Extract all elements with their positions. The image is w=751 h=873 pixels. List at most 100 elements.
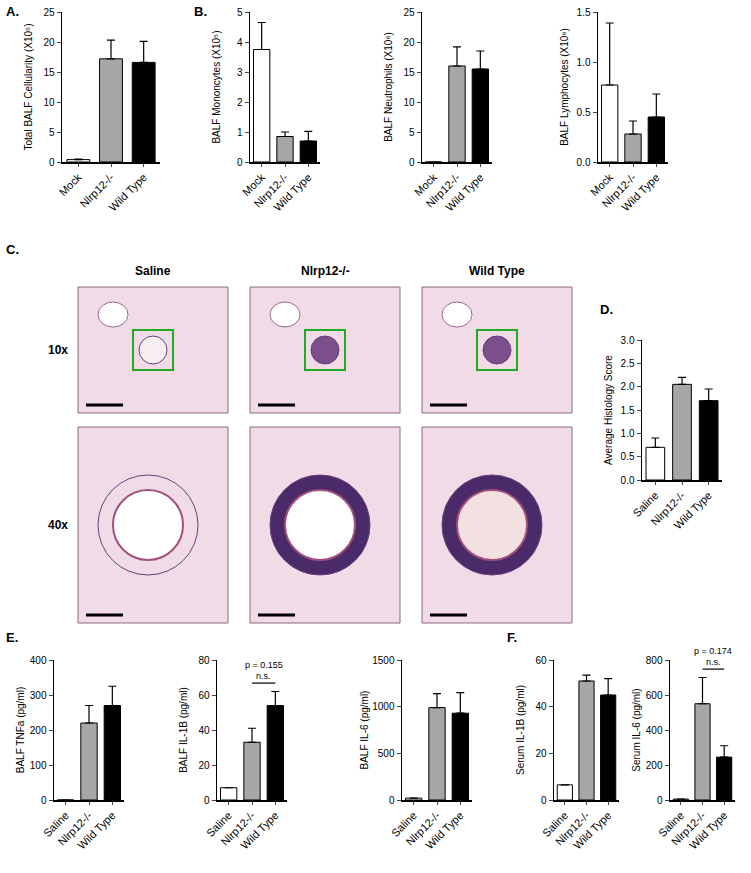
svg-text:0: 0 bbox=[204, 795, 210, 806]
svg-text:400: 400 bbox=[30, 655, 47, 666]
svg-text:1.0: 1.0 bbox=[621, 428, 635, 439]
svg-text:Wild Type: Wild Type bbox=[619, 171, 661, 213]
svg-text:2: 2 bbox=[237, 97, 243, 108]
svg-text:p = 0.155: p = 0.155 bbox=[245, 660, 283, 670]
svg-text:Nlrp12-/-: Nlrp12-/- bbox=[78, 171, 117, 210]
svg-text:0: 0 bbox=[389, 795, 395, 806]
svg-text:500: 500 bbox=[378, 748, 395, 759]
svg-text:60: 60 bbox=[198, 690, 210, 701]
svg-text:0.0: 0.0 bbox=[577, 157, 591, 168]
svg-text:0: 0 bbox=[409, 157, 415, 168]
svg-text:1.5: 1.5 bbox=[577, 7, 591, 18]
svg-text:20: 20 bbox=[43, 37, 55, 48]
svg-text:E.: E. bbox=[6, 630, 18, 645]
svg-text:Saline: Saline bbox=[631, 489, 661, 519]
svg-text:80: 80 bbox=[198, 655, 210, 666]
svg-text:200: 200 bbox=[646, 760, 663, 771]
svg-text:Wild Type: Wild Type bbox=[271, 171, 313, 213]
svg-text:5: 5 bbox=[409, 127, 415, 138]
svg-text:Wild Type: Wild Type bbox=[75, 809, 117, 851]
svg-text:3.0: 3.0 bbox=[621, 335, 635, 346]
svg-text:A.: A. bbox=[6, 4, 19, 19]
svg-text:Mock: Mock bbox=[240, 171, 267, 198]
svg-text:Serum IL-1B (pg/ml): Serum IL-1B (pg/ml) bbox=[515, 685, 526, 775]
svg-text:0: 0 bbox=[49, 157, 55, 168]
svg-text:3: 3 bbox=[237, 67, 243, 78]
svg-text:Wild Type: Wild Type bbox=[571, 809, 613, 851]
svg-text:1000: 1000 bbox=[372, 701, 395, 712]
svg-text:Saline: Saline bbox=[135, 264, 171, 278]
svg-text:10x: 10x bbox=[48, 343, 68, 357]
svg-text:2.5: 2.5 bbox=[621, 358, 635, 369]
svg-text:BALF IL-1B (pg/ml): BALF IL-1B (pg/ml) bbox=[178, 687, 189, 773]
svg-text:10: 10 bbox=[403, 97, 415, 108]
svg-text:F.: F. bbox=[507, 630, 517, 645]
svg-text:0.5: 0.5 bbox=[577, 107, 591, 118]
svg-text:BALF Mononcytes (X10⁵): BALF Mononcytes (X10⁵) bbox=[211, 30, 222, 143]
svg-text:B.: B. bbox=[194, 4, 207, 19]
svg-text:800: 800 bbox=[646, 655, 663, 666]
svg-text:40: 40 bbox=[198, 725, 210, 736]
svg-text:Serum IL-6 (pg/ml): Serum IL-6 (pg/ml) bbox=[631, 688, 642, 771]
svg-text:600: 600 bbox=[646, 690, 663, 701]
svg-text:Nlrp12-/-: Nlrp12-/- bbox=[553, 809, 592, 848]
svg-text:Nlrp12-/-: Nlrp12-/- bbox=[404, 809, 443, 848]
svg-text:1: 1 bbox=[237, 127, 243, 138]
svg-text:Wild Type: Wild Type bbox=[687, 809, 729, 851]
svg-text:Nlrp12-/-: Nlrp12-/- bbox=[252, 171, 291, 210]
svg-text:Wild Type: Wild Type bbox=[443, 171, 485, 213]
svg-text:p = 0.174: p = 0.174 bbox=[694, 646, 732, 656]
svg-text:Wild Type: Wild Type bbox=[469, 264, 525, 278]
svg-text:25: 25 bbox=[403, 7, 415, 18]
svg-text:Nlrp12-/-: Nlrp12-/- bbox=[600, 171, 639, 210]
svg-text:Average Histology Score: Average Histology Score bbox=[603, 355, 614, 465]
svg-text:Mock: Mock bbox=[588, 171, 615, 198]
svg-text:20: 20 bbox=[535, 748, 547, 759]
svg-text:Wild Type: Wild Type bbox=[238, 809, 280, 851]
svg-text:BALF IL-6 (pg/ml): BALF IL-6 (pg/ml) bbox=[359, 691, 370, 770]
svg-text:BALF TNFa (pg/ml): BALF TNFa (pg/ml) bbox=[15, 687, 26, 774]
svg-text:0.0: 0.0 bbox=[621, 475, 635, 486]
svg-text:Saline: Saline bbox=[204, 809, 234, 839]
svg-text:D.: D. bbox=[600, 302, 613, 317]
svg-text:60: 60 bbox=[535, 655, 547, 666]
svg-text:Wild Type: Wild Type bbox=[671, 489, 713, 531]
svg-text:4: 4 bbox=[237, 37, 243, 48]
svg-text:40: 40 bbox=[535, 701, 547, 712]
svg-text:Wild Type: Wild Type bbox=[106, 171, 148, 213]
svg-text:2.0: 2.0 bbox=[621, 381, 635, 392]
svg-text:400: 400 bbox=[646, 725, 663, 736]
svg-text:Nlrp12-/-: Nlrp12-/- bbox=[301, 264, 350, 278]
svg-text:300: 300 bbox=[30, 690, 47, 701]
svg-text:20: 20 bbox=[403, 37, 415, 48]
svg-text:Saline: Saline bbox=[540, 809, 570, 839]
svg-text:1.0: 1.0 bbox=[577, 57, 591, 68]
svg-text:Saline: Saline bbox=[656, 809, 686, 839]
svg-text:0: 0 bbox=[541, 795, 547, 806]
svg-text:BALF Neutrophils (X10⁶): BALF Neutrophils (X10⁶) bbox=[383, 32, 394, 142]
svg-text:Saline: Saline bbox=[389, 809, 419, 839]
svg-text:1500: 1500 bbox=[372, 655, 395, 666]
svg-text:25: 25 bbox=[43, 7, 55, 18]
svg-text:1.5: 1.5 bbox=[621, 405, 635, 416]
svg-text:100: 100 bbox=[30, 760, 47, 771]
svg-text:Saline: Saline bbox=[41, 809, 71, 839]
svg-text:5: 5 bbox=[237, 7, 243, 18]
svg-text:15: 15 bbox=[43, 67, 55, 78]
svg-text:Total BALF Cellularity (X10⁵): Total BALF Cellularity (X10⁵) bbox=[23, 24, 34, 151]
svg-text:Nlrp12-/-: Nlrp12-/- bbox=[424, 171, 463, 210]
svg-text:40x: 40x bbox=[48, 518, 68, 532]
svg-text:BALF Lymphocytes (X10⁶): BALF Lymphocytes (X10⁶) bbox=[559, 28, 570, 146]
svg-text:0: 0 bbox=[237, 157, 243, 168]
svg-text:0: 0 bbox=[657, 795, 663, 806]
svg-text:20: 20 bbox=[198, 760, 210, 771]
svg-text:200: 200 bbox=[30, 725, 47, 736]
svg-text:Nlrp12-/-: Nlrp12-/- bbox=[649, 489, 688, 528]
svg-text:0: 0 bbox=[41, 795, 47, 806]
svg-text:Nlrp12-/-: Nlrp12-/- bbox=[56, 809, 95, 848]
svg-text:n.s.: n.s. bbox=[256, 671, 271, 681]
svg-text:15: 15 bbox=[403, 67, 415, 78]
svg-text:Mock: Mock bbox=[57, 171, 84, 198]
svg-text:0.5: 0.5 bbox=[621, 451, 635, 462]
svg-text:5: 5 bbox=[49, 127, 55, 138]
